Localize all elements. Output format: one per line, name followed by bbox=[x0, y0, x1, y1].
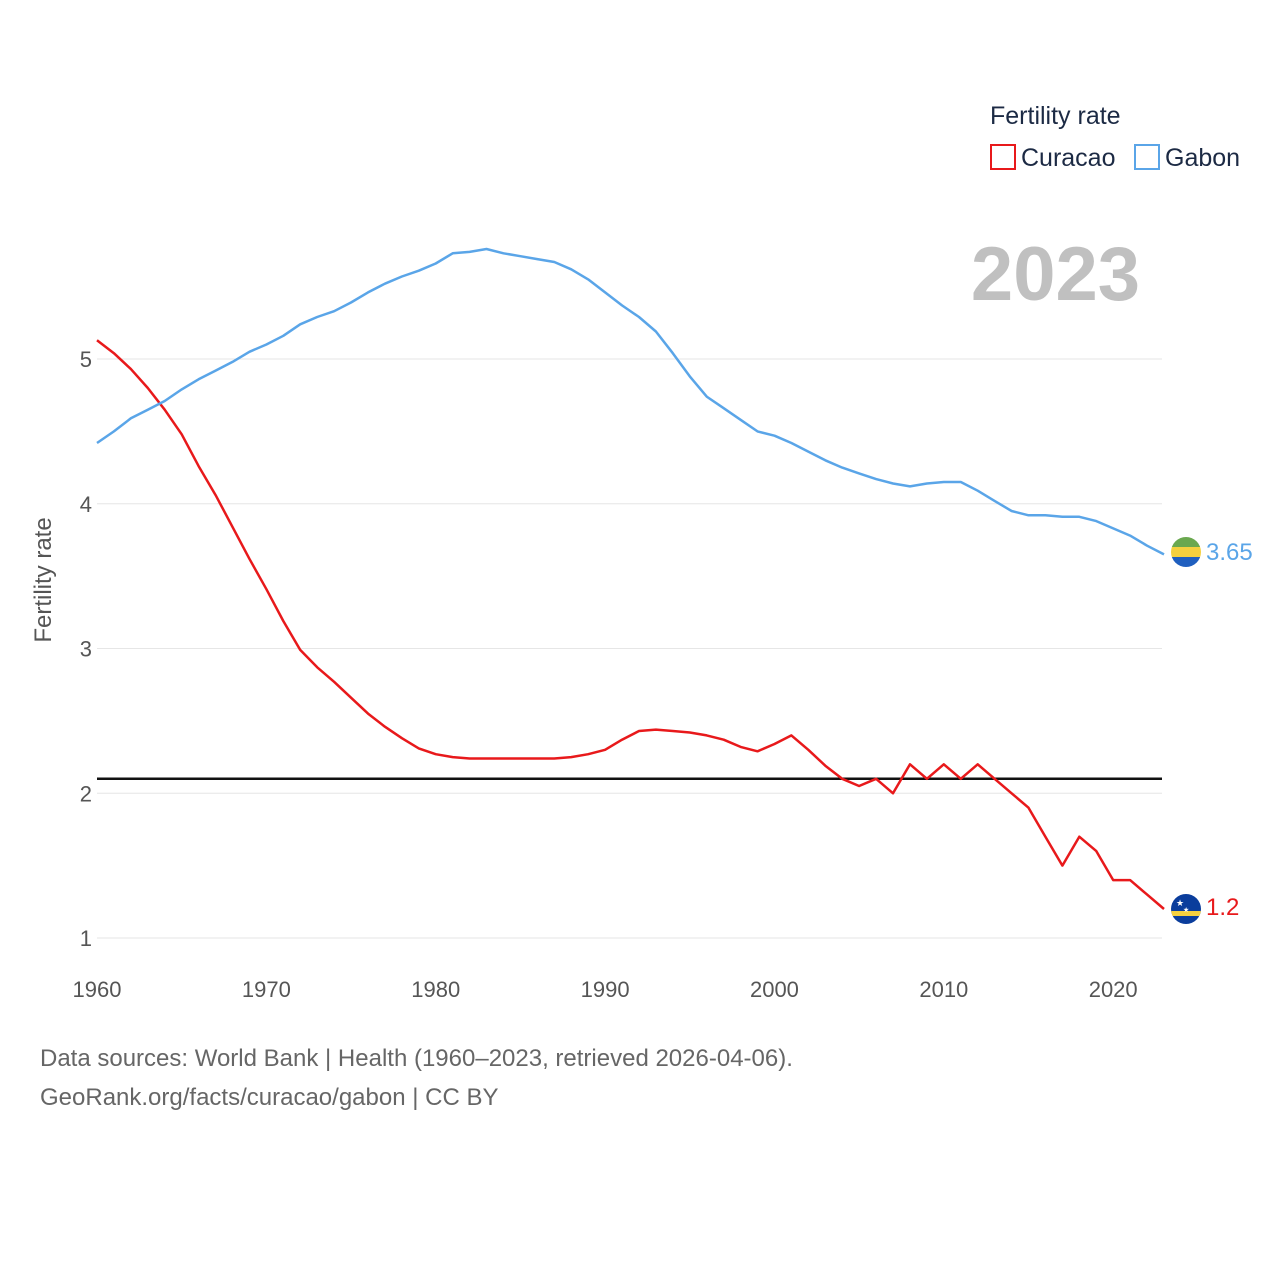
legend-label-curacao: Curacao bbox=[1021, 144, 1116, 172]
x-tick-label: 1980 bbox=[411, 977, 460, 1002]
legend-swatch-curacao bbox=[990, 144, 1016, 170]
y-tick-label: 3 bbox=[80, 637, 92, 662]
x-tick-label: 2010 bbox=[919, 977, 968, 1002]
x-tick-label: 2000 bbox=[750, 977, 799, 1002]
legend-item-gabon[interactable]: Gabon bbox=[1134, 144, 1240, 172]
x-tick-label: 1990 bbox=[581, 977, 630, 1002]
end-value-curacao: 1.2 bbox=[1206, 894, 1239, 921]
x-axis-ticks: 1960 1970 1980 1990 2000 2010 2020 bbox=[73, 977, 1138, 1002]
legend-title: Fertility rate bbox=[990, 102, 1121, 130]
legend-label-gabon: Gabon bbox=[1165, 144, 1240, 172]
curacao-flag-icon: ★ ★ bbox=[1171, 894, 1201, 924]
current-year-label: 2023 bbox=[971, 232, 1140, 317]
end-value-gabon: 3.65 bbox=[1206, 539, 1253, 566]
x-tick-label: 1970 bbox=[242, 977, 291, 1002]
line-chart: 1 2 3 4 5 1960 1970 1980 1990 2000 2010 2020 Ferti… bbox=[30, 102, 1253, 1002]
series-lines bbox=[96, 247, 1165, 910]
legend-swatch-gabon bbox=[1134, 144, 1160, 170]
svg-text:★: ★ bbox=[1176, 899, 1184, 909]
legend-item-curacao[interactable]: Curacao bbox=[990, 144, 1116, 172]
series-line-gabon[interactable] bbox=[96, 247, 1165, 556]
series-line-curacao[interactable] bbox=[96, 339, 1165, 910]
x-tick-label: 1960 bbox=[73, 977, 122, 1002]
y-axis-label: Fertility rate bbox=[30, 517, 57, 642]
y-tick-label: 2 bbox=[80, 781, 92, 806]
svg-text:★: ★ bbox=[1183, 906, 1189, 914]
y-tick-label: 5 bbox=[80, 347, 92, 372]
credit-link[interactable]: GeoRank.org/facts/curacao/gabon | CC BY bbox=[40, 1084, 499, 1111]
gabon-flag-icon bbox=[1171, 537, 1201, 567]
x-tick-label: 2020 bbox=[1089, 977, 1138, 1002]
legend: Fertility rate Curacao Gabon bbox=[990, 102, 1240, 172]
y-tick-label: 1 bbox=[80, 926, 92, 951]
y-tick-label: 4 bbox=[80, 492, 92, 517]
source-note: Data sources: World Bank | Health (1960–… bbox=[40, 1045, 793, 1072]
y-axis-ticks: 1 2 3 4 5 bbox=[80, 347, 92, 951]
gridlines bbox=[97, 358, 1162, 939]
